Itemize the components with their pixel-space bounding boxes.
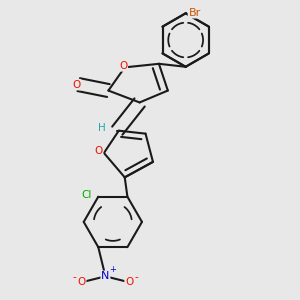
Text: O: O <box>119 61 128 71</box>
Text: H: H <box>98 123 106 133</box>
Text: O: O <box>125 277 133 287</box>
Text: O: O <box>94 146 103 157</box>
Text: +: + <box>110 265 116 274</box>
Text: Cl: Cl <box>82 190 92 200</box>
Text: O: O <box>77 277 86 287</box>
Text: -: - <box>135 272 139 282</box>
Text: N: N <box>101 271 110 281</box>
Text: -: - <box>72 272 76 282</box>
Text: Br: Br <box>188 8 201 18</box>
Text: O: O <box>72 80 80 90</box>
